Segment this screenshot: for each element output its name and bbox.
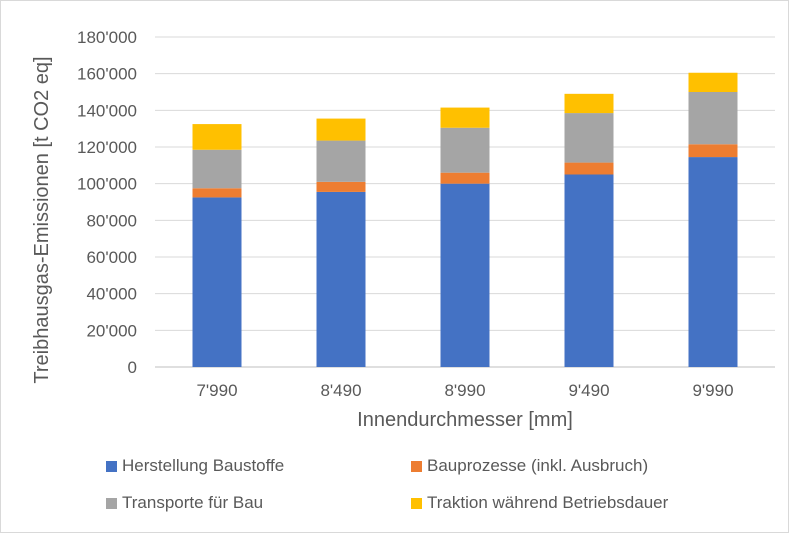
y-tick-labels: 0 20'000 40'000 60'000 80'000 100'000 120'000 1… (77, 28, 137, 377)
x-tick-label: 9'490 (568, 381, 609, 400)
bar-segment-herstellung-baustoffe-1 (316, 191, 366, 367)
legend-item: Transporte für Bau (106, 493, 263, 513)
x-tick-label: 8'490 (320, 381, 361, 400)
y-tick-label: 120'000 (77, 138, 137, 157)
bar-segment-traktion-während-betriebsdauer-0 (192, 124, 242, 150)
legend-item: Herstellung Baustoffe (106, 456, 284, 476)
bar-segment-transporte-für-bau-0 (192, 149, 242, 189)
bar-segment-bauprozesse-inkl-ausbruch--2 (440, 172, 490, 184)
bar-segment-transporte-für-bau-4 (688, 92, 738, 145)
bar-segment-herstellung-baustoffe-0 (192, 197, 242, 367)
x-tick-label: 9'990 (692, 381, 733, 400)
bar-segment-transporte-für-bau-3 (564, 113, 614, 163)
bar-segment-transporte-für-bau-2 (440, 127, 490, 173)
x-axis-title: Innendurchmesser [mm] (357, 409, 573, 431)
y-tick-label: 140'000 (77, 101, 137, 120)
y-tick-label: 40'000 (86, 285, 137, 304)
legend-item: Traktion während Betriebsdauer (411, 493, 668, 513)
x-tick-label: 8'990 (444, 381, 485, 400)
bar-segment-herstellung-baustoffe-4 (688, 157, 738, 367)
bar-segment-bauprozesse-inkl-ausbruch--0 (192, 188, 242, 198)
y-tick-label: 80'000 (86, 211, 137, 230)
legend-swatch (411, 497, 422, 509)
bar-segment-bauprozesse-inkl-ausbruch--3 (564, 162, 614, 175)
bar-segment-traktion-während-betriebsdauer-1 (316, 118, 366, 141)
bar-segment-transporte-für-bau-1 (316, 140, 366, 182)
bar-segment-bauprozesse-inkl-ausbruch--4 (688, 144, 738, 158)
legend-label: Transporte für Bau (122, 493, 264, 512)
bar-segment-traktion-während-betriebsdauer-2 (440, 107, 490, 128)
bar-segment-herstellung-baustoffe-3 (564, 174, 614, 367)
y-tick-label: 160'000 (77, 65, 137, 84)
bar-segment-bauprozesse-inkl-ausbruch--1 (316, 181, 366, 192)
x-tick-label: 7'990 (196, 381, 237, 400)
y-tick-label: 0 (128, 358, 137, 377)
legend-swatch (411, 460, 422, 472)
y-tick-label: 60'000 (86, 248, 137, 267)
legend-swatch (106, 460, 117, 472)
legend-item: Bauprozesse (inkl. Ausbruch) (411, 456, 648, 476)
gridlines (155, 36, 775, 368)
y-tick-label: 100'000 (77, 175, 137, 194)
legend-label: Herstellung Baustoffe (122, 456, 285, 475)
y-tick-label: 20'000 (86, 321, 137, 340)
legend-label: Traktion während Betriebsdauer (427, 493, 669, 512)
bar-segment-traktion-während-betriebsdauer-4 (688, 72, 738, 92)
y-axis-title: Treibhausgas-Emissionen [t CO2 eq] (31, 56, 53, 383)
y-tick-label: 180'000 (77, 28, 137, 47)
bar-segment-herstellung-baustoffe-2 (440, 183, 490, 367)
bar-segment-traktion-während-betriebsdauer-3 (564, 93, 614, 114)
legend-label: Bauprozesse (inkl. Ausbruch) (427, 456, 649, 475)
x-tick-labels: 7'990 8'490 8'990 9'490 9'990 (196, 381, 733, 400)
bars (192, 72, 738, 367)
legend-swatch (106, 497, 117, 509)
